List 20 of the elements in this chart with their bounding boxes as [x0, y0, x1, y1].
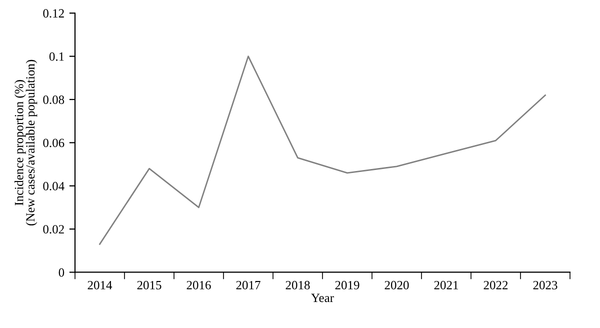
- x-axis-title: Year: [311, 294, 334, 302]
- x-tick-label: 2016: [186, 280, 211, 290]
- y-tick-label: 0.02: [43, 225, 64, 234]
- y-axis-title: Incidence proportion (%) (New cases/available population): [14, 60, 38, 226]
- x-tick-label: 2021: [434, 280, 458, 290]
- x-tick-label: 2014: [88, 280, 112, 290]
- y-tick-label: 0.04: [43, 182, 64, 190]
- line-series: [99, 56, 546, 245]
- x-tick-label: 2015: [137, 280, 162, 290]
- x-tick-label: 2020: [384, 280, 409, 290]
- x-tick-label: 2019: [335, 280, 360, 290]
- y-tick-label: 0.08: [43, 96, 64, 104]
- y-tick-label: 0.06: [43, 138, 64, 148]
- x-tick-label: 2017: [236, 280, 260, 290]
- y-tick-label: 0.12: [43, 9, 64, 18]
- x-tick-label: 2023: [533, 280, 558, 290]
- y-tick-label: 0: [58, 268, 64, 277]
- x-tick-label: 2018: [286, 280, 310, 290]
- y-tick-label: 0.1: [49, 52, 64, 61]
- x-tick-label: 2022: [484, 280, 508, 290]
